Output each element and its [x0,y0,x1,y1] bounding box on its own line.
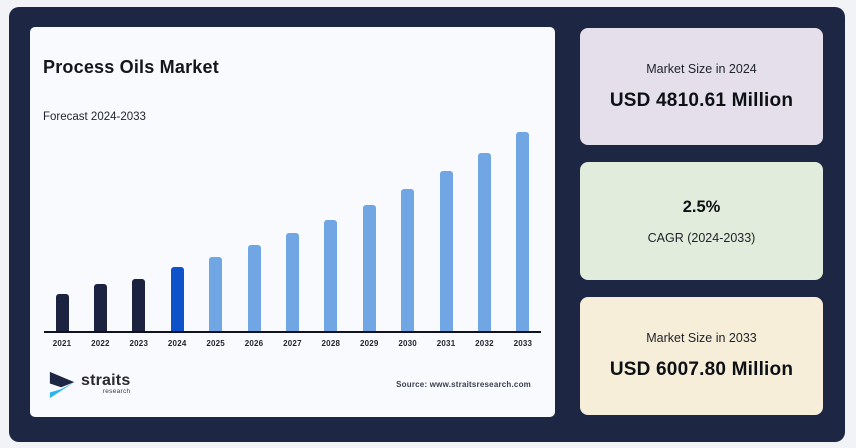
bar-segment [93,284,107,331]
bar-segment [477,153,491,331]
x-tick-label: 2021 [52,339,72,348]
x-tick-label: 2025 [206,339,225,348]
chart-panel: Process Oils Market Forecast 2024-2033 2… [30,27,555,417]
bar-2029 [351,205,387,331]
x-tick-label: 2023 [129,339,149,348]
straits-research-logo: straits research [48,369,130,399]
bar-2027 [274,233,310,331]
bar-segment [55,294,69,331]
x-tick-label: 2031 [436,339,456,348]
bar-2032 [466,153,502,331]
bar-chart: 2021 2022 2023 2024 2025 2026 2027 2028 2029 2030… [44,121,541,348]
bar-segment [516,132,530,331]
x-axis-labels: 2021 2022 2023 2024 2025 2026 2027 2028 2029 2030… [44,339,541,348]
stat-card-market-size-2033: Market Size in 2033 USD 6007.80 Million [580,297,823,415]
bar-segment [132,279,146,331]
bar-2031 [428,171,464,331]
bar-2023 [121,279,157,331]
forecast-subtitle: Forecast 2024-2033 [43,111,146,123]
stat-card-value: USD 4810.61 Million [609,89,794,111]
logo-text: straits research [81,371,131,395]
logo-subname: research [102,387,131,395]
page-title: Process Oils Market [43,57,219,77]
bar-2030 [390,189,426,331]
bar-2025 [198,257,234,331]
stat-card-value: USD 6007.80 Million [609,359,794,380]
bar-segment [401,189,415,331]
bar-2033 [505,132,541,331]
x-axis-line [44,331,541,333]
x-tick-label: 2032 [475,339,494,348]
logo-name: straits [81,371,131,389]
stat-card-label: Market Size in 2033 [646,331,757,345]
x-tick-label: 2029 [359,339,379,348]
stat-card-value: 2.5% [682,197,721,216]
stat-card-label: Market Size in 2024 [646,61,757,76]
bar-segment [209,257,223,331]
stat-card-market-size-2024: Market Size in 2024 USD 4810.61 Million [580,28,823,145]
bar-chart-bars [44,121,541,331]
bar-segment [170,267,184,331]
straits-logo-icon [49,371,75,399]
x-tick-label: 2033 [513,339,533,348]
bar-2024 [159,267,195,331]
x-tick-label: 2024 [167,339,187,348]
stat-card-label: CAGR (2024-2033) [647,230,756,245]
bar-2021 [44,294,80,331]
bar-2028 [313,220,349,331]
bar-segment [247,245,261,331]
x-tick-label: 2027 [283,339,302,348]
bar-segment [362,205,376,331]
bar-segment [285,233,299,331]
stat-card-cagr: 2.5% CAGR (2024-2033) [580,162,823,280]
bar-segment [324,220,338,331]
x-tick-label: 2026 [244,339,264,348]
x-tick-label: 2022 [91,339,110,348]
source-attribution: Source: www.straitsresearch.com [396,380,531,389]
x-tick-label: 2030 [398,339,417,348]
bar-2022 [82,284,118,331]
x-tick-label: 2028 [321,339,341,348]
bar-2026 [236,245,272,331]
bar-segment [439,171,453,331]
